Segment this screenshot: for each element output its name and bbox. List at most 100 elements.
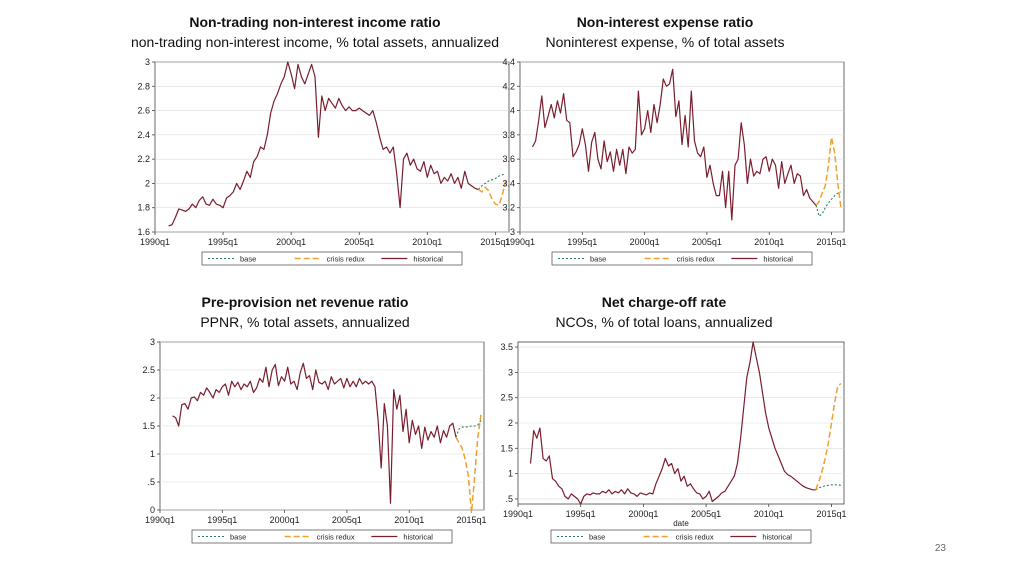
y-tick-label: 0 xyxy=(150,505,155,515)
chart-panel-nonint-income: Non-trading non-interest income ratio no… xyxy=(115,12,515,284)
x-tick-label: 2015q1 xyxy=(480,237,510,247)
series-line-crisis-redux xyxy=(477,180,507,207)
plot-area xyxy=(519,61,845,233)
x-tick-label: 2015q1 xyxy=(817,237,847,247)
chart-subtitle: non-trading non-interest income, % total… xyxy=(130,34,500,50)
chart-ppnr: 0 .5 1 1.5 2 2.5 3 1990q1 1995q1 2000q1 2005q1 2010… xyxy=(142,337,487,544)
x-tick-label: 2010q1 xyxy=(394,515,424,525)
y-tick-label: 2.5 xyxy=(142,365,155,375)
plot-area xyxy=(154,61,510,233)
legend-label: crisis redux xyxy=(676,533,714,542)
legend-label: base xyxy=(240,255,256,264)
legend-label: historical xyxy=(413,255,443,264)
chart-subtitle: PPNR, % total assets, annualized xyxy=(200,314,410,330)
chart-nonint-income: 1.6 1.8 2 2.2 2.4 2.6 2.8 3 1990q1 1995q1 2000q1 20… xyxy=(137,57,510,266)
legend-label: base xyxy=(590,255,606,264)
y-tick-label: 2.4 xyxy=(137,130,150,140)
x-tick-label: 2000q1 xyxy=(270,515,300,525)
x-tick-label: 1990q1 xyxy=(145,515,175,525)
y-tick-label: 1 xyxy=(508,469,513,479)
legend-box xyxy=(550,529,812,544)
y-tick-label: .5 xyxy=(147,477,155,487)
x-tick-label: 2000q1 xyxy=(276,237,306,247)
legend-label: base xyxy=(230,533,246,542)
legend-label: crisis redux xyxy=(327,255,365,264)
series-line-crisis-redux xyxy=(455,414,482,514)
y-tick-label: .5 xyxy=(505,494,513,504)
x-tick-label: 2005q1 xyxy=(692,237,722,247)
y-tick-label: 3.4 xyxy=(502,178,515,188)
legend-label: historical xyxy=(762,533,792,542)
y-tick-label: 1.6 xyxy=(137,227,150,237)
legend-label: historical xyxy=(763,255,793,264)
page-number: 23 xyxy=(934,543,946,554)
series-line-base xyxy=(478,173,506,190)
chart-subtitle: NCOs, % of total loans, annualized xyxy=(555,314,773,330)
series-line-historical xyxy=(168,61,479,227)
x-tick-label: 1995q1 xyxy=(208,237,238,247)
series-line-base xyxy=(815,191,842,217)
x-tick-label: 2005q1 xyxy=(691,509,721,519)
y-tick-label: 1.5 xyxy=(142,421,155,431)
x-tick-label: 2005q1 xyxy=(344,237,374,247)
x-tick-label: 2010q1 xyxy=(754,237,784,247)
y-tick-label: 1.5 xyxy=(500,443,513,453)
y-tick-label: 4.4 xyxy=(502,57,515,67)
legend-label: base xyxy=(589,533,605,542)
chart-nonint-expense: 3 3.2 3.4 3.6 3.8 4 4.2 4.4 1990q1 1995q1 2000q1 20… xyxy=(502,57,847,266)
y-tick-label: 2.6 xyxy=(137,106,150,116)
chart-title: Non-interest expense ratio xyxy=(576,14,754,30)
chart-panel-nonint-expense: Non-interest expense ratio Noninterest e… xyxy=(480,12,850,284)
y-tick-label: 2 xyxy=(508,418,513,428)
y-tick-label: 3 xyxy=(150,337,155,347)
series-line-historical xyxy=(172,362,457,504)
y-tick-label: 1.8 xyxy=(137,203,150,213)
legend-label: crisis redux xyxy=(317,533,355,542)
x-tick-label: 2015q1 xyxy=(457,515,487,525)
y-tick-label: 3 xyxy=(145,57,150,67)
y-tick-label: 4.2 xyxy=(502,81,515,91)
series-line-historical xyxy=(531,68,817,221)
x-tick-label: 1990q1 xyxy=(140,237,170,247)
x-tick-label: 1990q1 xyxy=(503,509,533,519)
x-tick-label: 2015q1 xyxy=(816,509,846,519)
x-tick-label: 2010q1 xyxy=(412,237,442,247)
chart-nco-rate: .5 1 1.5 2 2.5 3 3.5 1990q1 1995q1 2000q1 2005q1 20… xyxy=(500,341,846,544)
legend-box xyxy=(551,251,813,266)
x-tick-label: 2010q1 xyxy=(754,509,784,519)
legend-box xyxy=(191,529,453,544)
x-tick-label: 2000q1 xyxy=(630,237,660,247)
x-tick-label: 1995q1 xyxy=(207,515,237,525)
x-tick-label: 2000q1 xyxy=(628,509,658,519)
legend-box xyxy=(201,251,463,266)
x-tick-label: 1995q1 xyxy=(567,237,597,247)
y-tick-label: 2.2 xyxy=(137,154,150,164)
series-line-crisis-redux xyxy=(815,382,842,491)
y-tick-label: 2 xyxy=(150,393,155,403)
chart-subtitle: Noninterest expense, % of total assets xyxy=(545,34,785,50)
legend-label: historical xyxy=(403,533,433,542)
y-tick-label: 2.5 xyxy=(500,393,513,403)
y-tick-label: 3.5 xyxy=(500,342,513,352)
y-tick-label: 3 xyxy=(510,227,515,237)
y-tick-label: 3.2 xyxy=(502,203,515,213)
y-tick-label: 3.6 xyxy=(502,154,515,164)
series-line-base xyxy=(815,484,841,491)
series-line-historical xyxy=(529,341,816,505)
x-tick-label: 1995q1 xyxy=(566,509,596,519)
y-tick-label: 4 xyxy=(510,106,515,116)
x-tick-label: 2005q1 xyxy=(332,515,362,525)
x-axis-label: date xyxy=(673,519,689,528)
chart-panel-nco-rate: Net charge-off rate NCOs, % of total loa… xyxy=(478,292,850,564)
chart-panel-ppnr: Pre-provision net revenue ratio PPNR, % … xyxy=(120,292,490,564)
y-tick-label: 2 xyxy=(145,178,150,188)
legend-label: crisis redux xyxy=(677,255,715,264)
y-tick-label: 3.8 xyxy=(502,130,515,140)
x-tick-label: 1990q1 xyxy=(505,237,535,247)
chart-title: Pre-provision net revenue ratio xyxy=(201,294,409,310)
chart-title: Non-trading non-interest income ratio xyxy=(189,14,441,30)
y-tick-label: 2.8 xyxy=(137,81,150,91)
y-tick-label: 1 xyxy=(150,449,155,459)
chart-title: Net charge-off rate xyxy=(601,294,727,310)
y-tick-label: 3 xyxy=(508,367,513,377)
